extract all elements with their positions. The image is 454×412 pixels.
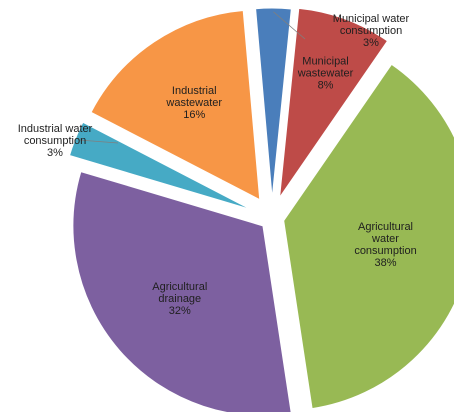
- pie-slice-0: [255, 7, 292, 199]
- leader-lines: [78, 11, 306, 144]
- pie-slice-2: [283, 63, 454, 410]
- slice-label-1-line-1: wastewater: [297, 68, 354, 80]
- pie-slice-1: [279, 7, 389, 198]
- slice-label-1: Municipal wastewater 8%: [297, 56, 354, 92]
- slice-label-2-line-1: water: [371, 233, 399, 245]
- slice-label-4: Industrial water consumption 3%: [18, 123, 93, 159]
- pie-slice-5: [90, 9, 261, 201]
- slice-label-2-line-0: Agricultural: [358, 221, 413, 233]
- slice-label-2: Agricultural water consumption 38%: [354, 221, 416, 269]
- slice-label-2-line-3: 38%: [374, 257, 396, 269]
- slice-label-3: Agricultural drainage 32%: [152, 281, 207, 317]
- slice-label-4-line-0: Industrial water: [18, 123, 93, 135]
- slice-label-3-line-0: Agricultural: [152, 281, 207, 293]
- slice-label-0-line-1: consumption: [340, 25, 402, 37]
- pie-slice-3: [72, 170, 292, 412]
- slice-label-2-line-2: consumption: [354, 245, 416, 257]
- slice-label-5-line-0: Industrial: [172, 85, 217, 97]
- pie-slice-4: [68, 121, 252, 211]
- slice-label-0: Municipal water consumption 3%: [333, 13, 410, 49]
- slice-label-5: Industrial wastewater 16%: [165, 85, 222, 121]
- slice-label-3-line-1: drainage: [158, 293, 201, 305]
- slice-label-3-line-2: 32%: [169, 305, 191, 317]
- leader-line-0: [273, 11, 306, 40]
- slice-label-4-line-2: 3%: [47, 147, 63, 159]
- slice-label-0-line-2: 3%: [363, 37, 379, 49]
- slice-label-5-line-2: 16%: [183, 109, 205, 121]
- slice-label-0-line-0: Municipal water: [333, 13, 410, 25]
- pie-slices: [68, 7, 454, 412]
- slice-label-1-line-0: Municipal: [302, 56, 348, 68]
- slice-label-1-line-2: 8%: [318, 80, 334, 92]
- slice-label-4-line-1: consumption: [24, 135, 86, 147]
- slice-labels: Municipal water consumption 3%Municipal was…: [18, 13, 417, 317]
- slice-label-5-line-1: wastewater: [165, 97, 222, 109]
- leader-line-4: [78, 139, 119, 144]
